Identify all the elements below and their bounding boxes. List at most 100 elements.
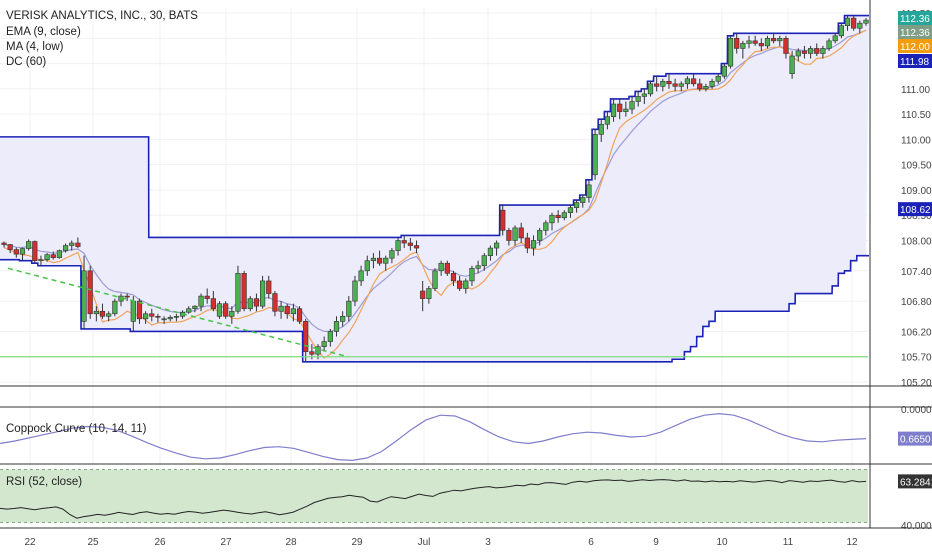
candle[interactable] bbox=[457, 275, 463, 292]
candle[interactable] bbox=[395, 237, 401, 256]
candle[interactable] bbox=[50, 251, 56, 260]
candle[interactable] bbox=[561, 210, 567, 221]
candle[interactable] bbox=[19, 247, 26, 261]
candle[interactable] bbox=[259, 275, 266, 309]
candle[interactable] bbox=[247, 296, 253, 312]
candle[interactable] bbox=[715, 73, 721, 84]
candle[interactable] bbox=[278, 301, 284, 319]
candle[interactable] bbox=[617, 98, 623, 120]
candle[interactable] bbox=[333, 316, 340, 337]
candle[interactable] bbox=[241, 270, 247, 312]
candle[interactable] bbox=[586, 179, 592, 203]
candle[interactable] bbox=[1, 241, 7, 248]
coppock-study-label[interactable]: Coppock Curve (10, 14, 11) bbox=[6, 423, 147, 435]
candle[interactable] bbox=[807, 45, 814, 59]
candle[interactable] bbox=[857, 20, 863, 34]
candle[interactable] bbox=[801, 45, 808, 59]
candle[interactable] bbox=[56, 249, 63, 259]
candle[interactable] bbox=[555, 210, 561, 223]
candle[interactable] bbox=[524, 232, 530, 254]
candle[interactable] bbox=[223, 301, 229, 319]
candle[interactable] bbox=[13, 247, 19, 258]
candle[interactable] bbox=[143, 311, 149, 324]
candle[interactable] bbox=[795, 48, 801, 62]
candle[interactable] bbox=[290, 303, 296, 322]
candle[interactable] bbox=[93, 306, 99, 322]
candle[interactable] bbox=[26, 239, 32, 251]
candle[interactable] bbox=[210, 291, 216, 312]
candle[interactable] bbox=[87, 265, 93, 319]
candle[interactable] bbox=[844, 15, 851, 31]
candle[interactable] bbox=[863, 18, 869, 26]
trendline[interactable] bbox=[7, 267, 349, 358]
candle[interactable] bbox=[229, 306, 235, 324]
candle[interactable] bbox=[512, 225, 518, 246]
candle[interactable] bbox=[401, 235, 407, 249]
candle[interactable] bbox=[75, 237, 81, 249]
candle[interactable] bbox=[752, 35, 758, 46]
candle[interactable] bbox=[272, 291, 278, 317]
candle[interactable] bbox=[192, 305, 198, 313]
candle[interactable] bbox=[216, 301, 223, 319]
candle[interactable] bbox=[530, 235, 537, 256]
candle[interactable] bbox=[358, 265, 364, 286]
candle[interactable] bbox=[635, 91, 641, 107]
candle[interactable] bbox=[198, 293, 204, 312]
candle[interactable] bbox=[493, 240, 500, 256]
candle[interactable] bbox=[296, 306, 303, 324]
candle[interactable] bbox=[186, 306, 192, 314]
candle[interactable] bbox=[709, 78, 715, 89]
candle[interactable] bbox=[149, 308, 155, 322]
candle[interactable] bbox=[783, 35, 789, 59]
candle[interactable] bbox=[727, 35, 734, 69]
ema-study-label[interactable]: EMA (9, close) bbox=[6, 26, 81, 38]
candle[interactable] bbox=[352, 275, 358, 307]
candle[interactable] bbox=[370, 253, 377, 269]
candle[interactable] bbox=[481, 253, 487, 271]
candle[interactable] bbox=[420, 280, 426, 312]
candle[interactable] bbox=[826, 38, 832, 51]
candle[interactable] bbox=[69, 240, 75, 251]
candle[interactable] bbox=[450, 270, 457, 286]
candle[interactable] bbox=[623, 101, 629, 117]
candle[interactable] bbox=[327, 328, 333, 347]
candle[interactable] bbox=[487, 245, 494, 261]
candle[interactable] bbox=[838, 23, 844, 39]
candle[interactable] bbox=[266, 275, 272, 299]
candle[interactable] bbox=[746, 35, 752, 49]
candle[interactable] bbox=[574, 200, 580, 213]
candle[interactable] bbox=[340, 311, 346, 327]
candle[interactable] bbox=[580, 195, 586, 208]
candle[interactable] bbox=[678, 81, 684, 92]
candle[interactable] bbox=[383, 255, 389, 271]
candle[interactable] bbox=[549, 212, 555, 231]
candle[interactable] bbox=[721, 63, 727, 79]
candle[interactable] bbox=[684, 76, 691, 89]
candle[interactable] bbox=[814, 43, 820, 57]
candle[interactable] bbox=[426, 285, 432, 304]
candle[interactable] bbox=[771, 33, 777, 44]
candle[interactable] bbox=[444, 260, 450, 276]
candle[interactable] bbox=[364, 255, 370, 276]
candle[interactable] bbox=[346, 296, 352, 322]
candle[interactable] bbox=[672, 78, 678, 92]
candle[interactable] bbox=[832, 33, 838, 44]
candle[interactable] bbox=[764, 35, 771, 49]
candle[interactable] bbox=[284, 303, 290, 319]
candle[interactable] bbox=[820, 45, 826, 59]
candle[interactable] bbox=[789, 50, 795, 79]
candle[interactable] bbox=[303, 318, 309, 362]
candle[interactable] bbox=[500, 205, 506, 236]
candle[interactable] bbox=[851, 15, 857, 31]
candle[interactable] bbox=[475, 260, 481, 274]
candle[interactable] bbox=[389, 248, 395, 264]
dc-study-label[interactable]: DC (60) bbox=[6, 56, 46, 68]
candle[interactable] bbox=[690, 73, 697, 87]
candle[interactable] bbox=[463, 278, 469, 294]
candle[interactable] bbox=[32, 240, 38, 264]
candle[interactable] bbox=[610, 98, 617, 122]
candle[interactable] bbox=[537, 227, 543, 246]
candle[interactable] bbox=[543, 220, 549, 236]
candle[interactable] bbox=[376, 250, 383, 266]
candle[interactable] bbox=[469, 265, 475, 286]
